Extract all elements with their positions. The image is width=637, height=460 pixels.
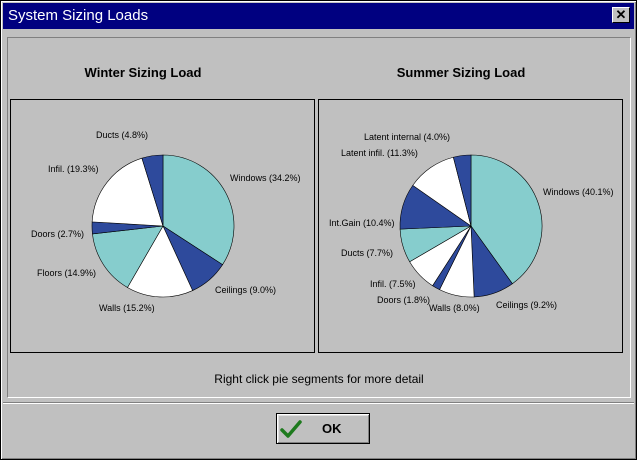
separator-highlight: [3, 403, 634, 404]
slice-label-latent-internal: Latent internal (4.0%): [364, 132, 450, 142]
slice-label-ceilings: Ceilings (9.0%): [215, 285, 276, 295]
ok-button-label: OK: [322, 421, 342, 436]
pie-slice-infil-[interactable]: [91, 157, 164, 227]
pie-slice-walls[interactable]: [127, 225, 193, 298]
pie-slice-ducts[interactable]: [141, 154, 164, 227]
slice-label-ceilings: Ceilings (9.2%): [496, 300, 557, 310]
slice-label-int-gain: Int.Gain (10.4%): [329, 218, 395, 228]
winter-chart-title: Winter Sizing Load: [84, 65, 202, 80]
slice-label-ducts: Ducts (7.7%): [341, 248, 393, 258]
slice-label-windows: Windows (34.2%): [230, 173, 301, 183]
winter-chart-panel: Windows (34.2%) Ceilings (9.0%) Walls (15.…: [10, 99, 315, 353]
title-bar[interactable]: System Sizing Loads ✕: [3, 3, 634, 29]
footer-hint: Right click pie segments for more detail: [214, 372, 424, 386]
slice-label-floors: Floors (14.9%): [37, 268, 96, 278]
summer-chart-title: Summer Sizing Load: [396, 65, 526, 80]
separator: [3, 402, 634, 403]
summer-pie-chart: Windows (40.1%) Ceilings (9.2%) Walls (8.0…: [329, 132, 614, 313]
slice-label-walls: Walls (15.2%): [99, 303, 155, 313]
summer-chart-panel: Windows (40.1%) Ceilings (9.2%) Walls (8.0…: [318, 99, 623, 353]
slice-label-doors: Doors (1.8%): [377, 295, 430, 305]
slice-label-latent-infil-: Latent infil. (11.3%): [341, 148, 418, 158]
close-icon: ✕: [615, 7, 627, 22]
slice-label-walls: Walls (8.0%): [429, 303, 480, 313]
ok-button[interactable]: OK: [276, 413, 370, 444]
slice-label-windows: Windows (40.1%): [543, 187, 614, 197]
slice-label-infil-: Infil. (19.3%): [48, 164, 99, 174]
slice-label-infil-: Infil. (7.5%): [370, 279, 416, 289]
pie-slice-floors[interactable]: [92, 225, 164, 288]
pie-slice-latent-internal[interactable]: [452, 154, 472, 227]
close-button[interactable]: ✕: [612, 7, 630, 23]
winter-pie-chart: Windows (34.2%) Ceilings (9.0%) Walls (15.…: [31, 130, 301, 313]
window-title: System Sizing Loads: [8, 7, 149, 24]
slice-label-doors: Doors (2.7%): [31, 229, 84, 239]
slice-label-ducts: Ducts (4.8%): [96, 130, 148, 140]
checkmark-icon: [280, 420, 302, 438]
dialog-content: Winter Sizing Load Summer Sizing Load Wi…: [7, 37, 631, 398]
pie-slice-windows[interactable]: [470, 154, 543, 285]
